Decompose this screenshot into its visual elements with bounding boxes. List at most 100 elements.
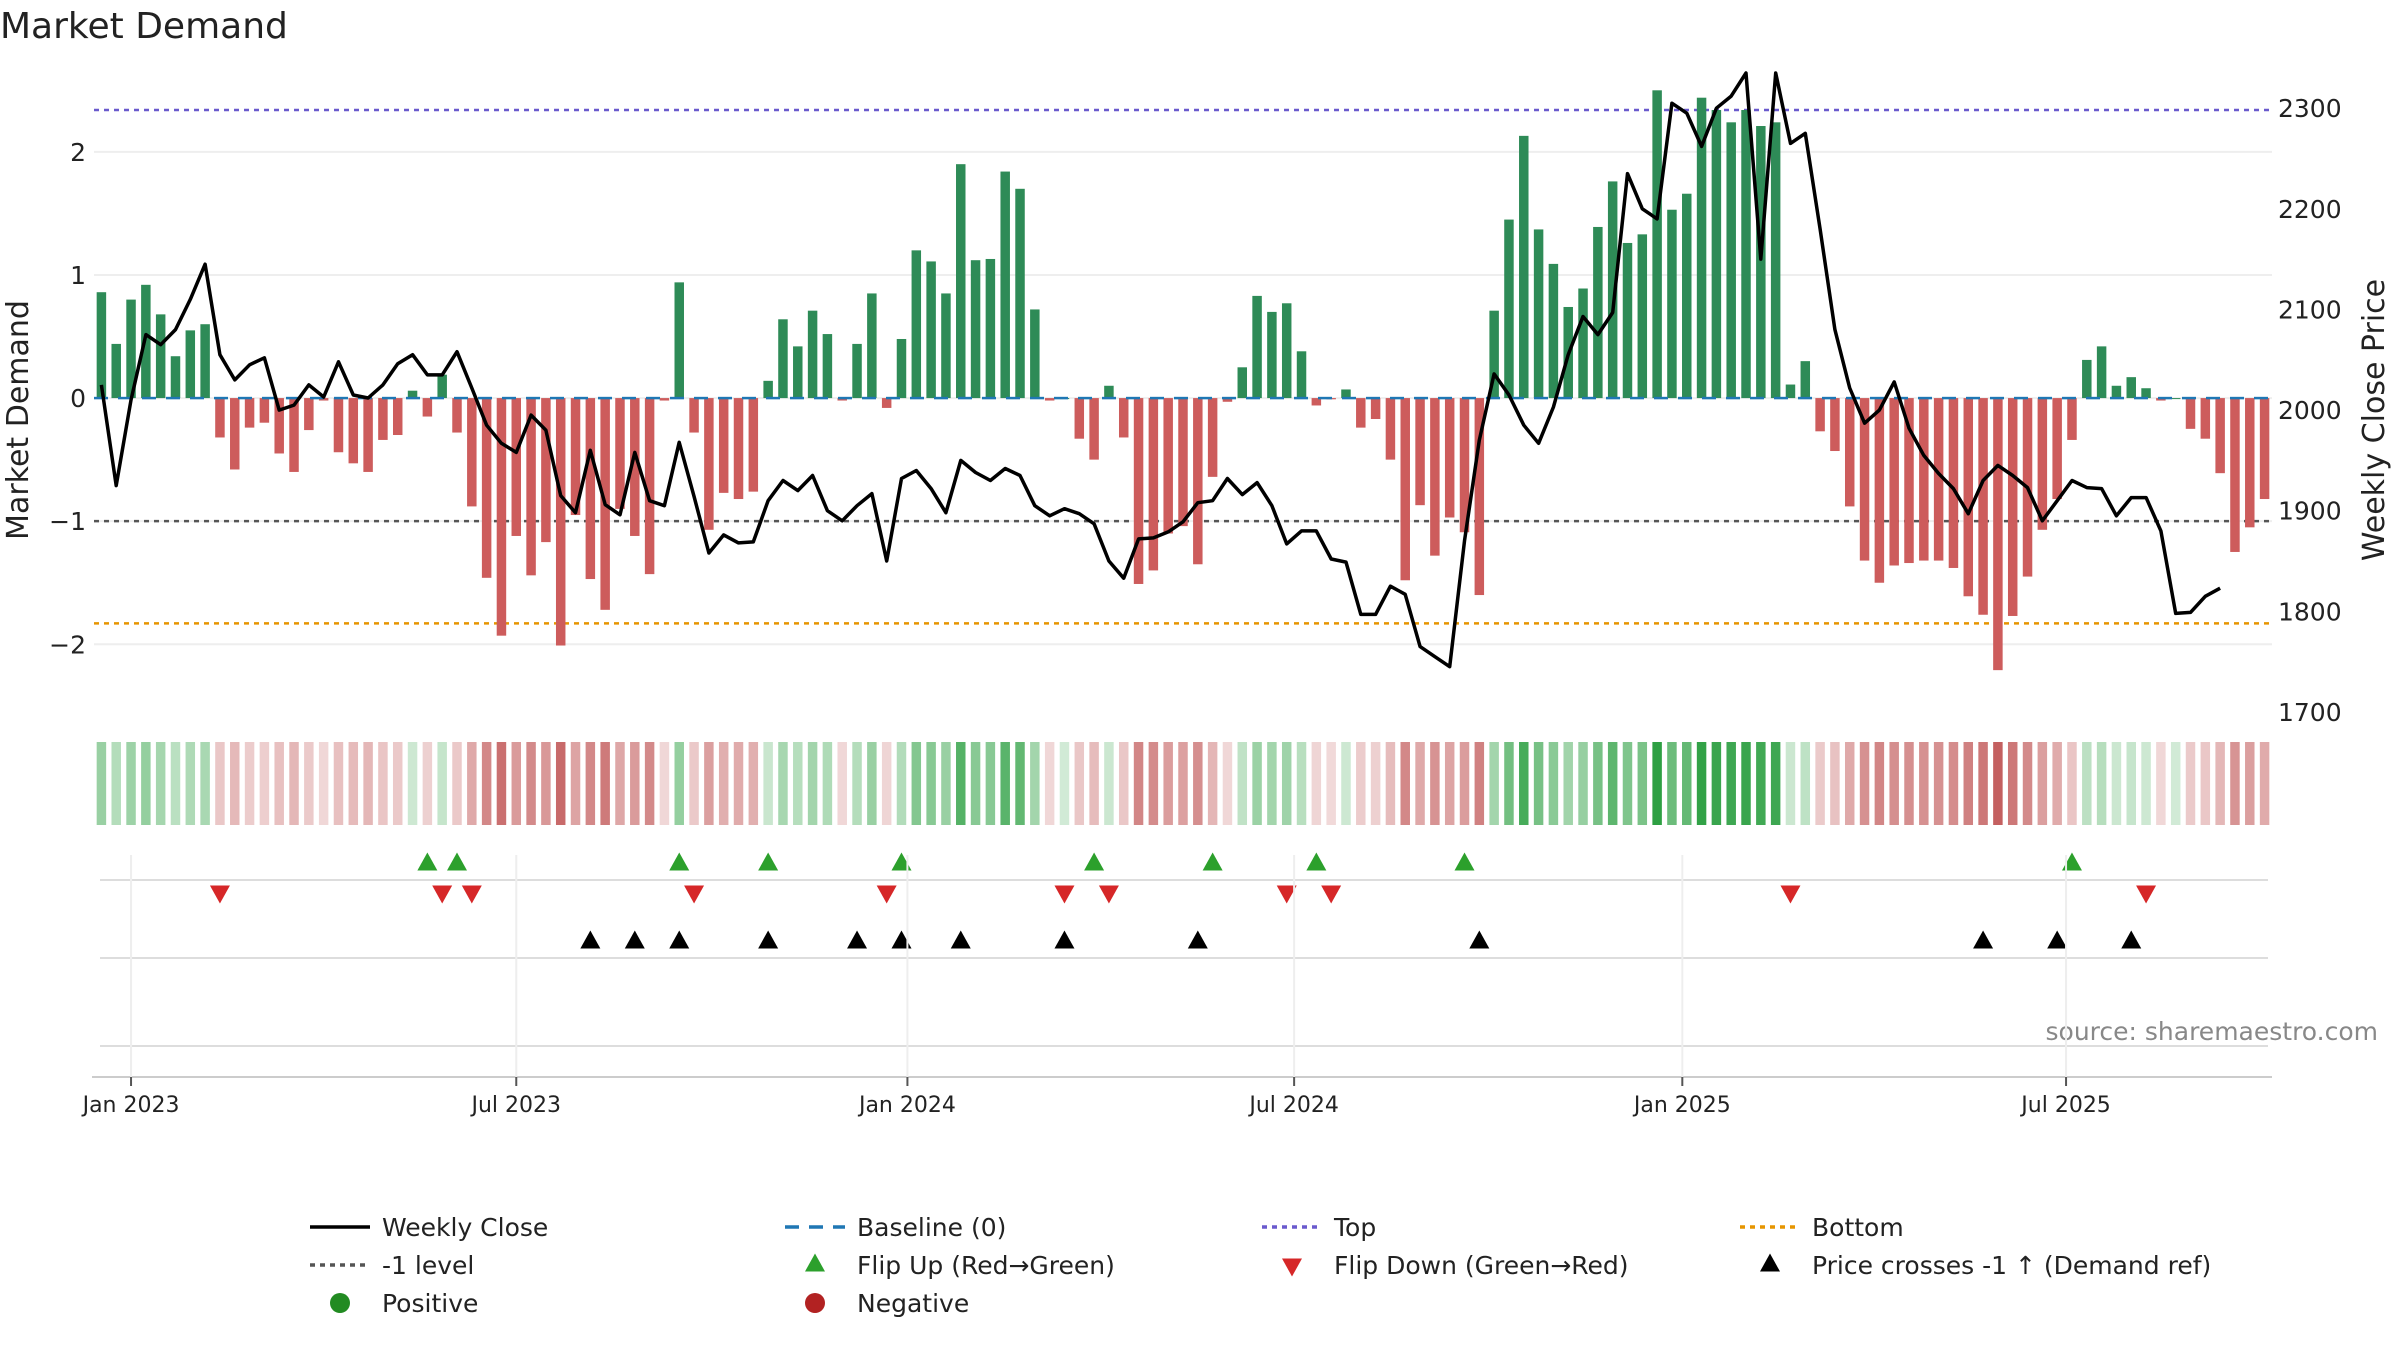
legend-label: Flip Down (Green→Red): [1334, 1251, 1629, 1280]
demand-bar: [378, 398, 388, 440]
demand-bar: [926, 261, 936, 399]
demand-bar: [1237, 367, 1248, 399]
heat-cell: [1341, 742, 1351, 825]
demand-bar: [941, 293, 951, 399]
demand-bar: [96, 292, 107, 399]
legend-label: Top: [1333, 1213, 1376, 1242]
heat-cell: [2141, 742, 2151, 825]
heat-cell: [2245, 742, 2255, 825]
left-tick-label: 2: [70, 138, 86, 167]
demand-bar: [659, 398, 670, 401]
demand-bar: [881, 398, 892, 408]
demand-bar: [778, 319, 788, 399]
flip-up-marker: [1306, 852, 1327, 871]
demand-bar: [155, 314, 166, 399]
demand-bar: [570, 398, 581, 516]
heat-cell: [407, 742, 418, 825]
flip-down-marker: [876, 885, 897, 904]
heat-cell: [1474, 742, 1485, 825]
heat-cell: [170, 742, 181, 825]
heat-cell: [2215, 742, 2225, 825]
heat-cell: [1696, 742, 1707, 825]
heat-cell: [793, 742, 803, 825]
flip-down-marker: [684, 885, 705, 904]
demand-bar: [1933, 398, 1944, 561]
price-cross-marker: [847, 930, 868, 949]
demand-bar: [2200, 398, 2211, 439]
demand-bar: [1652, 90, 1662, 399]
price-cross-marker: [1469, 930, 1490, 949]
demand-bar: [1593, 226, 1603, 399]
demand-bar: [1296, 351, 1307, 399]
heat-cell: [1637, 742, 1648, 825]
demand-bar: [1370, 398, 1381, 420]
demand-bar: [541, 398, 551, 543]
demand-bar: [392, 398, 403, 436]
legend-item: Top: [1262, 1213, 1376, 1242]
heat-cell: [1800, 742, 1811, 825]
heat-cell: [304, 742, 314, 825]
demand-bar: [2067, 398, 2077, 440]
heat-cell: [600, 742, 610, 825]
legend-item: Negative: [805, 1289, 969, 1318]
price-cross-marker: [2047, 930, 2068, 949]
right-tick-label: 1900: [2278, 497, 2342, 526]
demand-bar: [1163, 398, 1173, 534]
demand-bar: [230, 398, 240, 470]
demand-bar: [2082, 359, 2092, 399]
demand-bar: [1341, 389, 1351, 399]
heat-cell: [1770, 742, 1781, 825]
demand-bar: [1637, 234, 1648, 399]
heat-cell: [1489, 742, 1499, 825]
legend-label: Negative: [857, 1289, 969, 1318]
heat-cell: [674, 742, 684, 825]
legend-swatch: [805, 1253, 825, 1272]
heat-cell: [941, 742, 951, 825]
left-tick-label: −2: [49, 630, 86, 659]
demand-bar: [1904, 398, 1914, 564]
demand-bar: [1267, 311, 1277, 399]
demand-bar: [467, 398, 477, 507]
demand-bar: [2096, 346, 2107, 399]
demand-bar: [1815, 398, 1825, 432]
demand-bar: [126, 299, 136, 399]
demand-bar: [2259, 398, 2270, 500]
heat-cell: [1533, 742, 1544, 825]
heat-cell: [733, 742, 744, 825]
demand-bar: [1015, 188, 1025, 399]
heat-cell: [837, 742, 847, 825]
empty-panel: source: sharemaestro.com: [100, 1017, 2378, 1047]
heat-cell: [1993, 742, 2003, 825]
demand-bar: [511, 398, 522, 536]
legend-label: -1 level: [382, 1251, 474, 1280]
heat-cell: [185, 742, 196, 825]
demand-bar: [1963, 398, 1974, 597]
heat-cell: [289, 742, 299, 825]
heat-cell: [644, 742, 655, 825]
heat-cell: [630, 742, 640, 825]
heat-cell: [1415, 742, 1425, 825]
right-tick-label: 1700: [2278, 698, 2342, 727]
heat-cell: [2082, 742, 2092, 825]
legend-label: Bottom: [1812, 1213, 1904, 1242]
heat-cell: [1593, 742, 1603, 825]
demand-bar: [1830, 398, 1840, 452]
heat-cell: [585, 742, 596, 825]
legend-item: Price crosses -1 ↑ (Demand ref): [1760, 1251, 2211, 1280]
demand-bar: [2215, 398, 2225, 474]
heat-cell: [392, 742, 403, 825]
heat-cell: [481, 742, 492, 825]
x-tick-label: Jul 2024: [1247, 1093, 1339, 1118]
demand-bar: [1978, 398, 1988, 615]
heat-cell: [378, 742, 388, 825]
cross-markers-panel: [100, 930, 2268, 959]
demand-bar: [1785, 384, 1796, 399]
heat-cell: [1815, 742, 1825, 825]
demand-bar: [481, 398, 492, 578]
flip-up-marker: [758, 852, 779, 871]
demand-bar: [170, 356, 181, 399]
heat-cell: [1682, 742, 1692, 825]
x-tick-label: Jul 2025: [2019, 1093, 2111, 1118]
heat-cell: [778, 742, 788, 825]
price-cross-marker: [950, 930, 971, 949]
